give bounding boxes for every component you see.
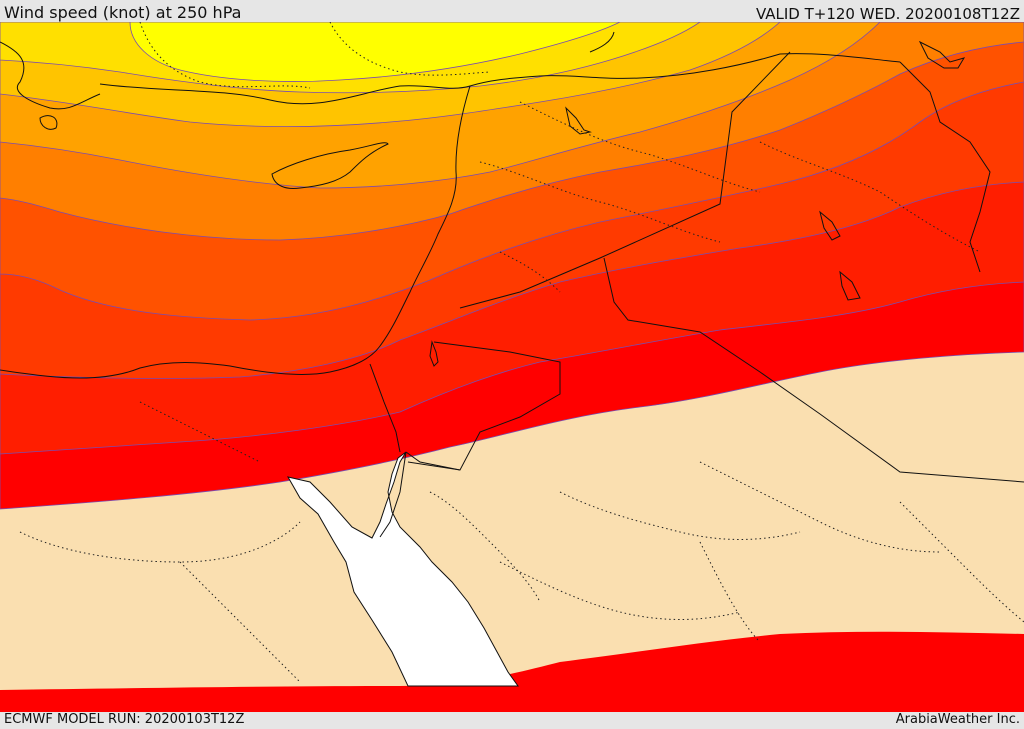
credit-label: ArabiaWeather Inc.	[895, 712, 1020, 727]
model-run-label: ECMWF MODEL RUN: 20200103T12Z	[4, 712, 245, 727]
footer-bar: ECMWF MODEL RUN: 20200103T12Z ArabiaWeat…	[0, 712, 1024, 729]
band-south-jet	[0, 631, 1024, 712]
map-title: Wind speed (knot) at 250 hPa	[4, 3, 242, 22]
map-canvas	[0, 22, 1024, 712]
wind-speed-map[interactable]	[0, 22, 1024, 712]
red-sea	[287, 451, 519, 687]
coastlines	[0, 31, 1024, 538]
band-yellow	[129, 22, 621, 82]
header-bar: Wind speed (knot) at 250 hPa VALID T+120…	[0, 0, 1024, 23]
internal-borders	[19, 22, 1024, 683]
valid-time: VALID T+120 WED. 20200108T12Z	[755, 5, 1020, 23]
